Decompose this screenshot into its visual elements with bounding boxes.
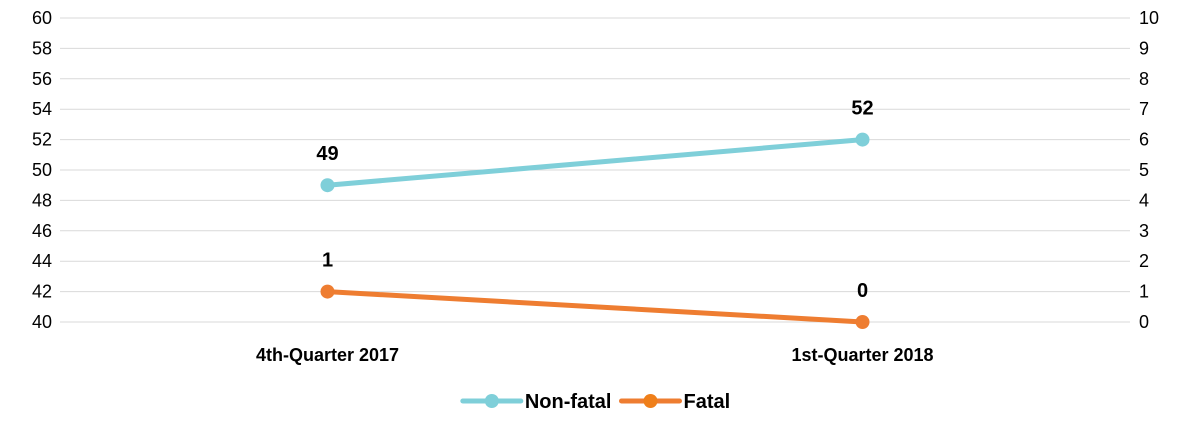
y-left-tick-label: 42 bbox=[32, 282, 52, 302]
y-left-tick-label: 50 bbox=[32, 160, 52, 180]
y-left-tick-label: 54 bbox=[32, 99, 52, 119]
legend-label-fatal: Fatal bbox=[683, 391, 730, 413]
y-left-tick-label: 58 bbox=[32, 38, 52, 58]
y-right-tick-label: 7 bbox=[1139, 99, 1149, 119]
data-point-fatal bbox=[320, 284, 335, 299]
series-line-non-fatal bbox=[325, 137, 865, 188]
data-point-non-fatal bbox=[855, 132, 870, 147]
y-right-tick-label: 6 bbox=[1139, 130, 1149, 150]
y-right-tick-label: 5 bbox=[1139, 160, 1149, 180]
x-tick-label: 1st-Quarter 2018 bbox=[791, 345, 933, 365]
series-line-fatal bbox=[325, 289, 865, 325]
y-left-tick-label: 48 bbox=[32, 190, 52, 210]
data-label-non-fatal: 52 bbox=[851, 98, 873, 120]
legend-label-non-fatal: Non-fatal bbox=[525, 391, 612, 413]
y-right-tick-label: 10 bbox=[1139, 8, 1159, 28]
data-label-fatal: 0 bbox=[857, 280, 868, 302]
legend-marker-non-fatal bbox=[484, 394, 499, 408]
x-tick-label: 4th-Quarter 2017 bbox=[256, 345, 399, 365]
data-label-non-fatal: 49 bbox=[316, 143, 338, 165]
y-right-tick-label: 2 bbox=[1139, 251, 1149, 271]
y-right-tick-label: 8 bbox=[1139, 69, 1149, 89]
legend-marker-fatal bbox=[643, 394, 658, 408]
data-label-fatal: 1 bbox=[322, 250, 333, 272]
y-left-tick-label: 44 bbox=[32, 251, 52, 271]
data-point-fatal bbox=[855, 315, 870, 329]
data-point-non-fatal bbox=[320, 178, 335, 193]
y-left-tick-label: 40 bbox=[32, 312, 52, 332]
y-left-tick-label: 56 bbox=[32, 69, 52, 89]
y-right-tick-label: 0 bbox=[1139, 312, 1149, 332]
y-left-tick-label: 46 bbox=[32, 221, 52, 241]
y-right-tick-label: 1 bbox=[1139, 282, 1149, 302]
y-right-tick-label: 3 bbox=[1139, 221, 1149, 241]
y-left-tick-label: 60 bbox=[32, 8, 52, 28]
y-right-tick-label: 9 bbox=[1139, 38, 1149, 58]
y-right-tick-label: 4 bbox=[1139, 190, 1149, 210]
y-left-tick-label: 52 bbox=[32, 130, 52, 150]
